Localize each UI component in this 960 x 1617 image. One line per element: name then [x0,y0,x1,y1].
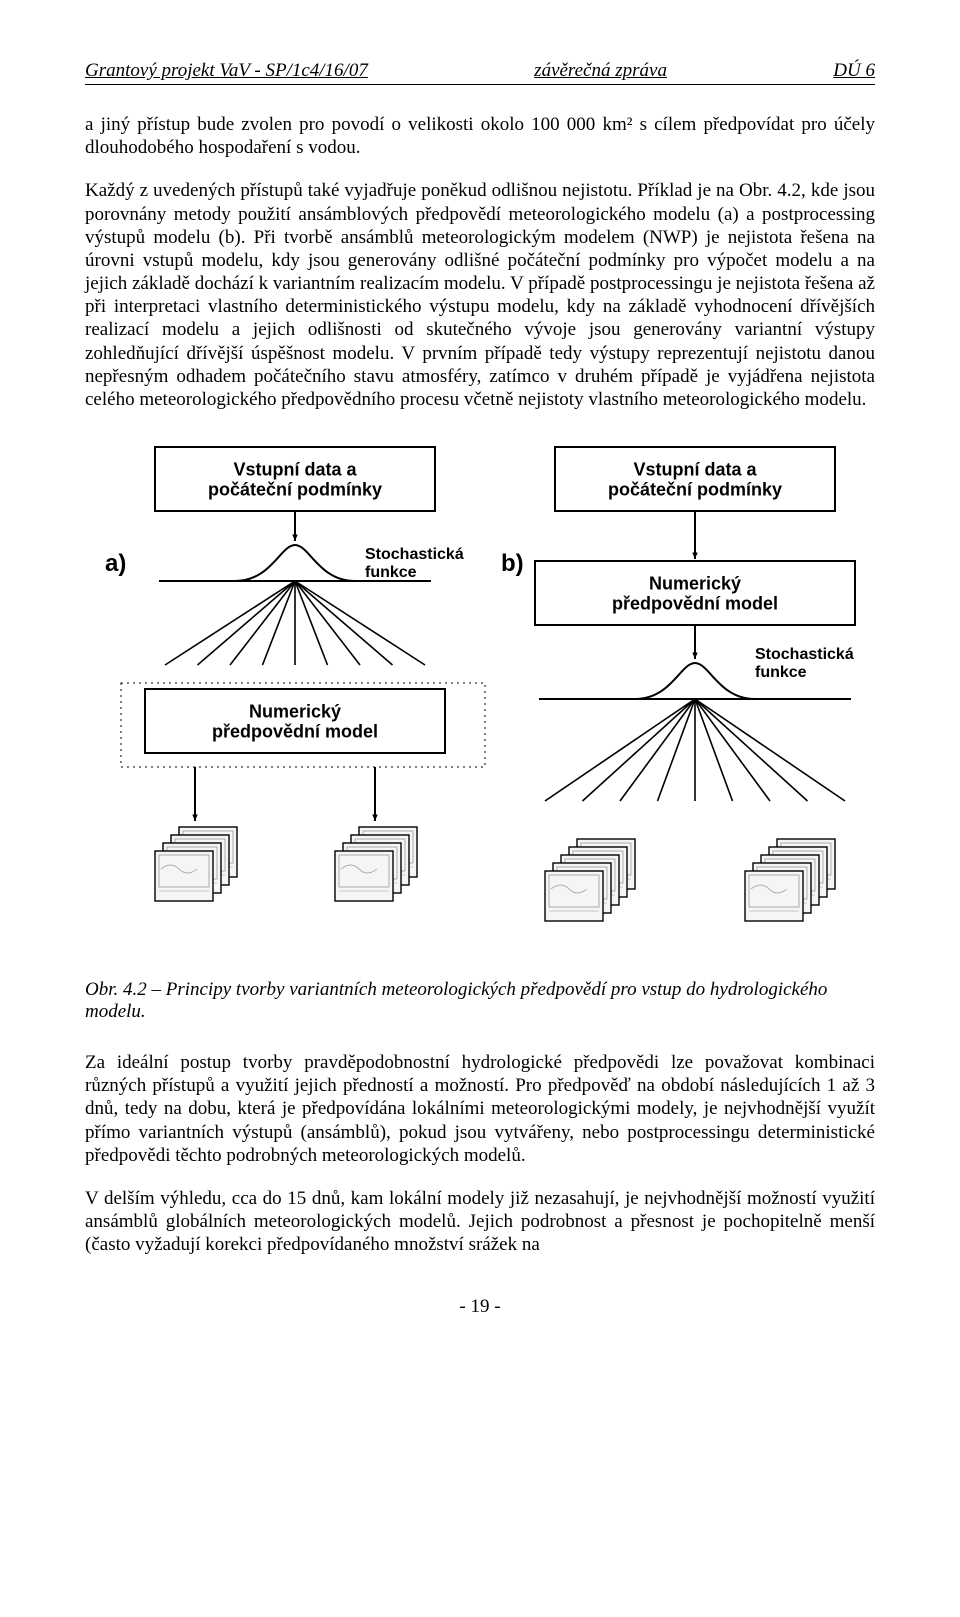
page-header: Grantový projekt VaV - SP/1c4/16/07 závě… [85,60,875,85]
figure-diagram: Vstupní data apočáteční podmínkya)Stocha… [85,441,875,961]
svg-text:počáteční podmínky: počáteční podmínky [208,480,382,500]
svg-text:funkce: funkce [755,664,807,681]
svg-text:Stochastická: Stochastická [755,646,854,663]
svg-text:Vstupní data a: Vstupní data a [633,459,757,479]
svg-text:Stochastická: Stochastická [365,546,464,563]
paragraph-1: a jiný přístup bude zvolen pro povodí o … [85,113,875,159]
header-left: Grantový projekt VaV - SP/1c4/16/07 [85,60,368,82]
diagram-svg: Vstupní data apočáteční podmínkya)Stocha… [85,441,885,961]
svg-text:počáteční podmínky: počáteční podmínky [608,480,782,500]
paragraph-4: V delším výhledu, cca do 15 dnů, kam lok… [85,1187,875,1257]
page-number: - 19 - [85,1296,875,1318]
svg-text:b): b) [501,550,524,577]
svg-text:funkce: funkce [365,564,417,581]
paragraph-2: Každý z uvedených přístupů také vyjadřuj… [85,179,875,411]
svg-text:Numerický: Numerický [249,701,341,721]
svg-text:předpovědní model: předpovědní model [612,594,778,614]
svg-text:a): a) [105,550,126,577]
svg-text:Numerický: Numerický [649,573,741,593]
paragraph-3: Za ideální postup tvorby pravděpodobnost… [85,1051,875,1167]
svg-text:Vstupní data a: Vstupní data a [233,459,357,479]
header-mid: závěrečná zpráva [534,60,667,82]
figure-caption: Obr. 4.2 – Principy tvorby variantních m… [85,979,875,1023]
svg-text:předpovědní model: předpovědní model [212,722,378,742]
header-right: DÚ 6 [833,60,875,82]
